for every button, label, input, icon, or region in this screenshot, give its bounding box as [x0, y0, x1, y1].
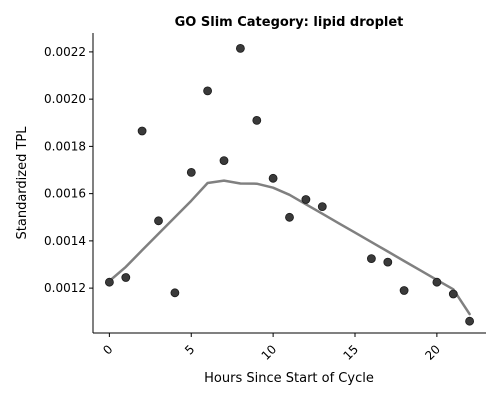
y-tick-label: 0.0012 [44, 281, 86, 295]
x-axis-label: Hours Since Start of Cycle [204, 371, 374, 386]
chart-title: GO Slim Category: lipid droplet [175, 15, 404, 30]
x-tick-label: 5 [182, 342, 197, 357]
data-point [235, 44, 245, 53]
data-point [137, 126, 147, 136]
trend-layer [108, 179, 471, 316]
data-point [465, 316, 475, 326]
data-point [219, 156, 229, 166]
data-point [399, 286, 409, 295]
x-tick-label: 0 [100, 342, 115, 357]
y-tick-label: 0.0016 [44, 187, 86, 201]
y-tick-label: 0.0018 [44, 139, 86, 153]
data-point [317, 202, 327, 212]
data-point [432, 277, 442, 287]
x-tick-label: 10 [259, 342, 280, 363]
data-point [383, 257, 393, 267]
data-point [203, 86, 213, 96]
y-tick-label: 0.0014 [44, 234, 86, 248]
data-point [186, 167, 196, 177]
axis-ticks: 0.0012 0.0014 0.0016 0.0018 0.0020 0.0022 0 5 10… [44, 45, 443, 363]
x-tick-label: 15 [340, 342, 361, 363]
points-layer [105, 44, 475, 326]
data-point [105, 277, 114, 287]
y-tick-label: 0.0022 [44, 45, 86, 59]
x-tick-label: 20 [422, 342, 443, 363]
data-point [252, 116, 262, 125]
y-tick-label: 0.0020 [44, 92, 86, 106]
data-point [170, 288, 180, 298]
data-point [285, 212, 294, 222]
y-axis-label: Standardized TPL [15, 126, 30, 240]
trend-line [108, 179, 471, 316]
data-point [268, 173, 278, 183]
data-point [448, 289, 458, 299]
data-point [366, 254, 376, 264]
data-point [154, 216, 163, 226]
data-point [301, 195, 311, 204]
data-point [121, 273, 131, 282]
